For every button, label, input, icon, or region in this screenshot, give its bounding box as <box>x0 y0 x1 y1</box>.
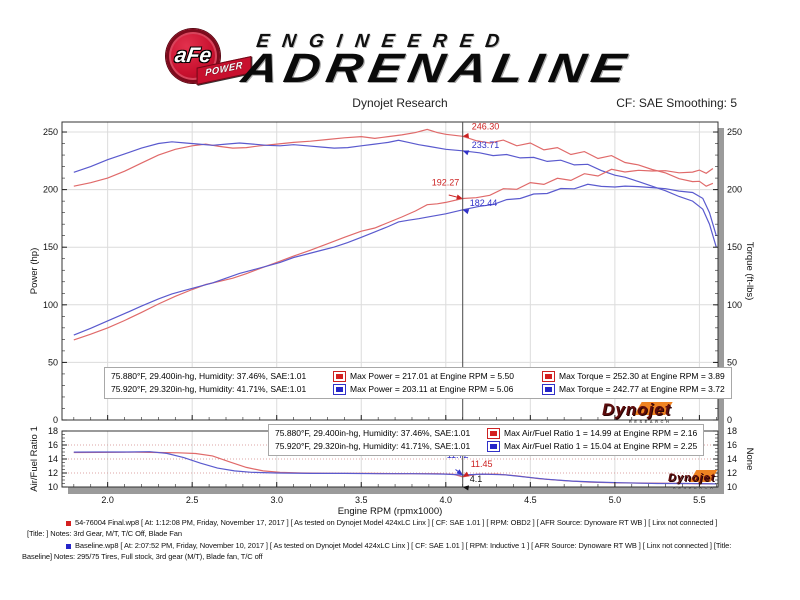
baseline-afr-curve <box>73 451 717 485</box>
svg-text:0: 0 <box>53 415 58 425</box>
axis-tick-labels: 0 0 50 50 100 100 150 150 200 200 250 250 <box>43 127 742 425</box>
blue-series-swatch-icon <box>487 441 500 452</box>
red-series-swatch-icon <box>487 428 500 439</box>
axis-ticks <box>62 131 718 421</box>
dynojet-logo: Dynojet RESEARCH <box>602 400 673 424</box>
svg-text:50: 50 <box>48 357 58 367</box>
dynojet-research-label: RESEARCH <box>628 419 672 424</box>
dynojet-logo-text: Dynojet <box>602 400 672 419</box>
baseline-torque-curve <box>73 139 717 248</box>
max-afr-blue: Max Air/Fuel Ratio 1 = 15.04 at Engine R… <box>504 441 698 451</box>
env-conditions-blue: 75.920°F, 29.320in-hg, Humidity: 41.71%,… <box>111 384 307 394</box>
cursor-value-11-45: 11.45 <box>471 459 493 469</box>
cursor-annotations: 246.30 233.71 192.27 182.44 <box>432 121 500 215</box>
dynojet-logo-text: Dynojet <box>668 472 716 484</box>
svg-text:Engine RPM (rpmx1000): Engine RPM (rpmx1000) <box>338 506 443 517</box>
blue-series-swatch-icon <box>542 384 555 395</box>
cursor-value-182-44: 182.44 <box>470 198 498 208</box>
plot-frame <box>61 121 719 421</box>
svg-text:0: 0 <box>727 415 732 425</box>
svg-text:100: 100 <box>43 300 58 310</box>
svg-text:2.5: 2.5 <box>186 495 199 505</box>
axis-titles: Air/Fuel Ratio 1 None <box>29 426 755 491</box>
red-run-bullet-icon <box>66 521 71 526</box>
cursor-value-233-71: 233.71 <box>472 140 500 150</box>
afr-legend-row-blue: 75.920°F, 29.320in-hg, Humidity: 41.71%,… <box>275 440 697 453</box>
afr-legend-row-red: 75.880°F, 29.400in-hg, Humidity: 37.46%,… <box>275 427 697 440</box>
curves <box>73 451 717 485</box>
report-title: Dynojet Research <box>352 96 448 110</box>
smoothing-setting: CF: SAE Smoothing: 5 <box>616 96 737 110</box>
svg-text:150: 150 <box>43 242 58 252</box>
cursor-value-192-27: 192.27 <box>432 178 460 188</box>
svg-text:18: 18 <box>48 426 58 436</box>
plot-shadow-right <box>718 128 724 494</box>
svg-text:100: 100 <box>727 300 742 310</box>
svg-text:16: 16 <box>727 440 737 450</box>
plot-shadow-bottom <box>68 487 724 494</box>
axis-tick-labels: 10 10 12 12 14 14 16 16 18 18 <box>48 426 737 492</box>
max-power-red: Max Power = 217.01 at Engine RPM = 5.50 <box>350 371 514 381</box>
svg-text:3.5: 3.5 <box>355 495 368 505</box>
env-conditions-red: 75.880°F, 29.400in-hg, Humidity: 37.46%,… <box>275 428 471 438</box>
svg-text:12: 12 <box>48 468 58 478</box>
svg-text:5.5: 5.5 <box>693 495 706 505</box>
blue-run-bullet-icon <box>66 544 71 549</box>
svg-text:3.0: 3.0 <box>270 495 283 505</box>
svg-text:16: 16 <box>48 440 58 450</box>
axis-titles: Power (hp) Torque (ft-lbs) <box>29 242 755 301</box>
svg-text:12: 12 <box>727 468 737 478</box>
max-torque-blue: Max Torque = 242.77 at Engine RPM = 3.72 <box>559 384 725 394</box>
run-note-line: [Title: ] Notes: 3rd Gear, M/T, T/C Off,… <box>27 529 182 538</box>
run-note-line: 54-76004 Final.wp8 [ At: 1:12:08 PM, Fri… <box>75 518 718 527</box>
max-afr-red: Max Air/Fuel Ratio 1 = 14.99 at Engine R… <box>504 428 698 438</box>
red-series-swatch-icon <box>333 371 346 382</box>
run-note-line: Baseline] Notes: 295/75 Tires, Full stoc… <box>22 552 263 561</box>
svg-text:Air/Fuel Ratio 1: Air/Fuel Ratio 1 <box>29 426 40 491</box>
max-torque-red: Max Torque = 252.30 at Engine RPM = 3.89 <box>559 371 725 381</box>
svg-text:Torque (ft-lbs): Torque (ft-lbs) <box>744 242 755 301</box>
x-axis-labels: 2.0 2.5 3.0 3.5 4.0 4.5 5.0 5.5 Engine RPM (rpmx… <box>101 495 705 517</box>
cursor-value-246-30: 246.30 <box>472 121 500 131</box>
registered-mark: ® <box>217 31 222 37</box>
svg-text:None: None <box>744 448 755 471</box>
svg-text:200: 200 <box>727 185 742 195</box>
svg-text:2.0: 2.0 <box>101 495 114 505</box>
axis-ticks <box>62 430 718 488</box>
svg-text:Power (hp): Power (hp) <box>29 248 40 294</box>
svg-text:10: 10 <box>48 482 58 492</box>
svg-text:18: 18 <box>727 426 737 436</box>
dynojet-logo: Dynojet RESEARCH <box>668 468 717 490</box>
svg-text:200: 200 <box>43 185 58 195</box>
red-series-swatch-icon <box>542 371 555 382</box>
svg-text:150: 150 <box>727 242 742 252</box>
power-legend: 75.880°F, 29.400in-hg, Humidity: 37.46%,… <box>104 367 732 399</box>
dynojet-research-label: RESEARCH <box>672 485 716 490</box>
max-power-blue: Max Power = 203.11 at Engine RPM = 5.06 <box>350 384 514 394</box>
curves <box>73 128 717 341</box>
svg-text:4.0: 4.0 <box>440 495 453 505</box>
svg-text:250: 250 <box>43 127 58 137</box>
power-legend-row-red: 75.880°F, 29.400in-hg, Humidity: 37.46%,… <box>111 370 725 383</box>
baseline-power-curve <box>73 183 717 336</box>
power-legend-row-blue: 75.920°F, 29.320in-hg, Humidity: 41.71%,… <box>111 383 725 396</box>
cursor-value-4-1: 4.1 <box>470 474 483 484</box>
svg-text:10: 10 <box>727 482 737 492</box>
blue-series-swatch-icon <box>333 384 346 395</box>
afr-legend: 75.880°F, 29.400in-hg, Humidity: 37.46%,… <box>268 424 705 456</box>
svg-text:250: 250 <box>727 127 742 137</box>
svg-text:5.0: 5.0 <box>609 495 622 505</box>
svg-text:50: 50 <box>727 357 737 367</box>
env-conditions-blue: 75.920°F, 29.320in-hg, Humidity: 41.71%,… <box>275 441 471 451</box>
run-note-line: Baseline.wp8 [ At: 2:07:52 PM, Friday, N… <box>75 541 732 550</box>
svg-text:14: 14 <box>48 454 58 464</box>
svg-text:14: 14 <box>727 454 737 464</box>
svg-text:4.5: 4.5 <box>524 495 537 505</box>
env-conditions-red: 75.880°F, 29.400in-hg, Humidity: 37.46%,… <box>111 371 307 381</box>
